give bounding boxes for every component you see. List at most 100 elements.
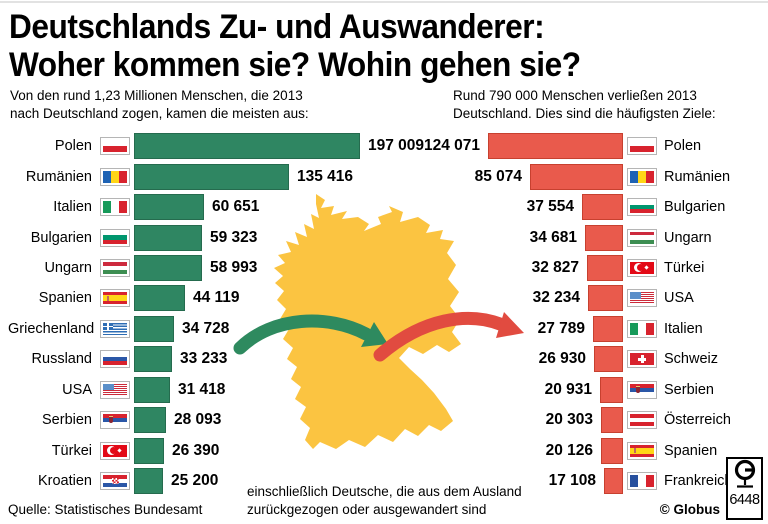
emigration-arrowhead-icon — [496, 312, 524, 338]
country-label: Polen — [54, 138, 92, 155]
chart-row: 32 234 USA — [421, 283, 768, 313]
flag-hungary-icon — [627, 228, 657, 247]
intro-immigration: Von den rund 1,23 Millionen Menschen, di… — [10, 87, 309, 122]
chart-row: 20 303 Österreich — [421, 405, 768, 435]
flag-italy-icon — [100, 198, 130, 217]
bar-immigration — [134, 346, 172, 373]
flag-usa-icon — [100, 380, 130, 399]
bar-immigration — [134, 254, 202, 281]
bar-emigration — [593, 315, 623, 342]
copyright-credit: © Globus — [659, 502, 720, 517]
bar-value: 58 993 — [210, 258, 258, 276]
value-bar-group: 32 234 — [421, 285, 623, 312]
flag-turkey-icon — [627, 258, 657, 277]
chart-row: 20 126 Spanien — [421, 435, 768, 465]
bar-emigration — [600, 376, 623, 403]
flag-serbia-icon — [627, 380, 657, 399]
chart-row: Polen 197 009 — [8, 131, 424, 161]
flag-russia-icon — [100, 350, 130, 369]
migration-arrows — [233, 311, 524, 362]
country-label: USA — [62, 381, 92, 398]
chart-row: Ungarn 58 993 — [8, 253, 420, 283]
globus-g-icon — [734, 459, 755, 488]
country-label: Italien — [664, 320, 703, 337]
bar-value: 27 789 — [537, 319, 585, 337]
footnote: einschließlich Deutsche, die aus dem Aus… — [247, 483, 522, 518]
country-label: Spanien — [664, 442, 718, 459]
flag-usa-icon — [627, 289, 657, 308]
bar-immigration — [134, 315, 174, 342]
flag-romania-icon — [627, 167, 657, 186]
flag-turkey-icon — [100, 441, 130, 460]
globus-logo: 6448 — [726, 457, 763, 520]
bar-immigration — [134, 224, 202, 251]
value-bar-group: 34 681 — [421, 224, 623, 251]
top-rule — [0, 1, 768, 3]
footnote-line1: einschließlich Deutsche, die aus dem Aus… — [247, 484, 522, 499]
bar-value: 28 093 — [174, 411, 222, 429]
chart-row: Türkei 26 390 — [8, 435, 420, 465]
country-label: USA — [664, 290, 694, 307]
bar-emigration — [588, 285, 623, 312]
chart-row: 27 789 Italien — [421, 314, 768, 344]
country-label: Bulgarien — [30, 229, 92, 246]
chart-row: Bulgarien 59 323 — [8, 222, 420, 252]
bar-value: 34 728 — [182, 319, 230, 337]
value-bar-group: 27 789 — [421, 315, 623, 342]
chart-row: 26 930 Schweiz — [421, 344, 768, 374]
value-bar-group: 37 554 — [421, 194, 623, 221]
value-bar-group: 124 071 — [421, 133, 623, 160]
bar-emigration — [488, 133, 623, 160]
intro-emigration: Rund 790 000 Menschen verließen 2013 Deu… — [453, 87, 716, 122]
country-label: Ungarn — [664, 229, 712, 246]
footnote-line2: zurückgezogen oder ausgewandert sind — [247, 501, 487, 517]
bar-value: 32 827 — [531, 258, 579, 276]
immigration-arrowhead-icon — [361, 322, 388, 347]
flag-hungary-icon — [100, 258, 130, 277]
country-label: Rumänien — [25, 168, 92, 185]
value-bar-group: 85 074 — [421, 163, 623, 190]
bar-immigration — [134, 163, 289, 190]
bar-immigration — [134, 376, 170, 403]
value-bar-group: 20 931 — [421, 376, 623, 403]
intro-emigration-line1: Rund 790 000 Menschen verließen 2013 — [453, 88, 697, 103]
bar-value: 17 108 — [548, 472, 596, 490]
country-label: Serbien — [664, 381, 714, 398]
country-label: Türkei — [664, 259, 705, 276]
flag-austria-icon — [627, 411, 657, 430]
emigration-arrow — [373, 311, 507, 362]
chart-row: 37 554 Bulgarien — [421, 192, 768, 222]
bar-value: 59 323 — [210, 228, 258, 246]
bar-emigration — [530, 163, 623, 190]
bar-value: 85 074 — [474, 167, 522, 185]
flag-serbia-icon — [100, 411, 130, 430]
germany-map — [274, 194, 461, 449]
chart-row: Spanien 44 119 — [8, 283, 420, 313]
bar-value: 34 681 — [529, 228, 577, 246]
bar-value: 25 200 — [171, 472, 219, 490]
country-label: Serbien — [42, 412, 92, 429]
chart-row: 124 071 Polen — [421, 131, 768, 161]
value-bar-group: 20 303 — [421, 407, 623, 434]
flag-poland-icon — [627, 137, 657, 156]
immigration-arrow — [233, 314, 373, 355]
bar-value: 20 303 — [545, 411, 593, 429]
bar-immigration — [134, 194, 204, 221]
flag-france-icon — [627, 472, 657, 491]
bar-value: 26 930 — [538, 350, 586, 368]
germany-map-shape — [274, 194, 461, 449]
bar-emigration — [582, 194, 623, 221]
source-note: Quelle: Statistisches Bundesamt — [8, 502, 203, 517]
chart-row: USA 31 418 — [8, 375, 420, 405]
emigration-chart: 124 071 Polen 85 074 Rumänien 37 554 Bulgarie… — [421, 131, 768, 496]
bar-immigration — [134, 285, 185, 312]
chart-row: Kroatien 25 200 — [8, 466, 420, 496]
value-bar-group: 17 108 — [421, 468, 623, 495]
bar-emigration — [601, 407, 623, 434]
chart-row: Griechenland 34 728 — [8, 314, 420, 344]
country-label: Österreich — [664, 412, 731, 429]
country-label: Bulgarien — [664, 199, 726, 216]
bar-value: 33 233 — [180, 350, 228, 368]
flag-romania-icon — [100, 167, 130, 186]
